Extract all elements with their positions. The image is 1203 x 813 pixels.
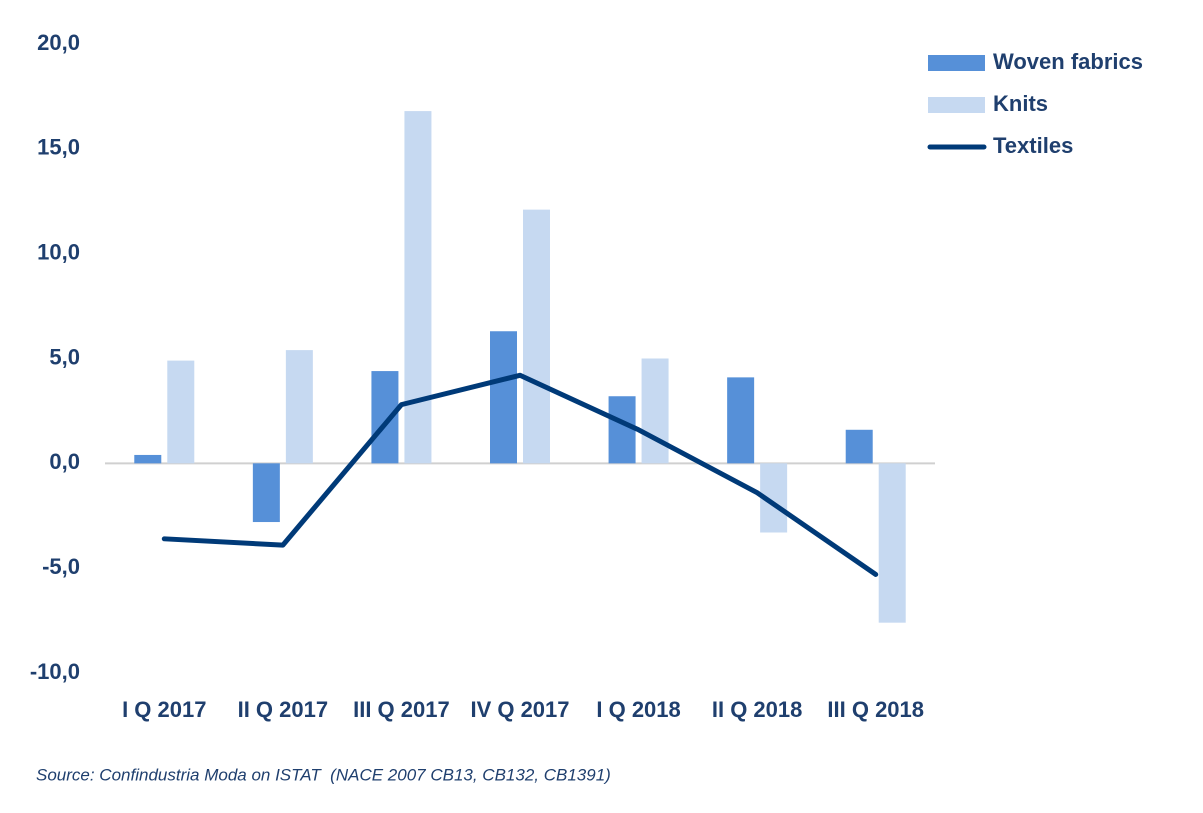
x-tick-label: III Q 2017: [353, 697, 450, 722]
legend-swatch: [928, 55, 985, 71]
bar: [845, 429, 873, 464]
bar: [252, 463, 280, 523]
bar: [134, 454, 162, 464]
legend-label: Knits: [993, 91, 1048, 116]
bar: [167, 360, 195, 464]
y-tick-label: -5,0: [42, 554, 80, 579]
bar: [523, 209, 550, 464]
y-tick-label: -10,0: [30, 659, 80, 684]
bar: [878, 463, 906, 623]
y-tick-label: 10,0: [37, 239, 80, 264]
y-tick-label: 15,0: [37, 135, 80, 160]
x-tick-label: II Q 2017: [238, 697, 329, 722]
bar: [641, 358, 669, 464]
x-tick-label: IV Q 2017: [470, 697, 569, 722]
bar: [371, 371, 399, 464]
x-tick-label: II Q 2018: [712, 697, 803, 722]
bar: [285, 350, 313, 464]
legend-label: Textiles: [993, 133, 1073, 158]
source-note: Source: Confindustria Moda on ISTAT (NAC…: [36, 765, 611, 784]
bar: [490, 331, 517, 464]
y-tick-label: 5,0: [49, 344, 80, 369]
x-tick-label: I Q 2018: [596, 697, 680, 722]
y-tick-label: 0,0: [49, 449, 80, 474]
bar: [727, 377, 755, 464]
y-tick-label: 20,0: [37, 30, 80, 55]
bar: [404, 111, 432, 464]
legend-label: Woven fabrics: [993, 49, 1143, 74]
line: [161, 372, 879, 577]
x-tick-label: III Q 2018: [827, 697, 924, 722]
bar: [608, 396, 636, 464]
x-tick-label: I Q 2017: [122, 697, 206, 722]
legend-swatch: [928, 97, 985, 113]
